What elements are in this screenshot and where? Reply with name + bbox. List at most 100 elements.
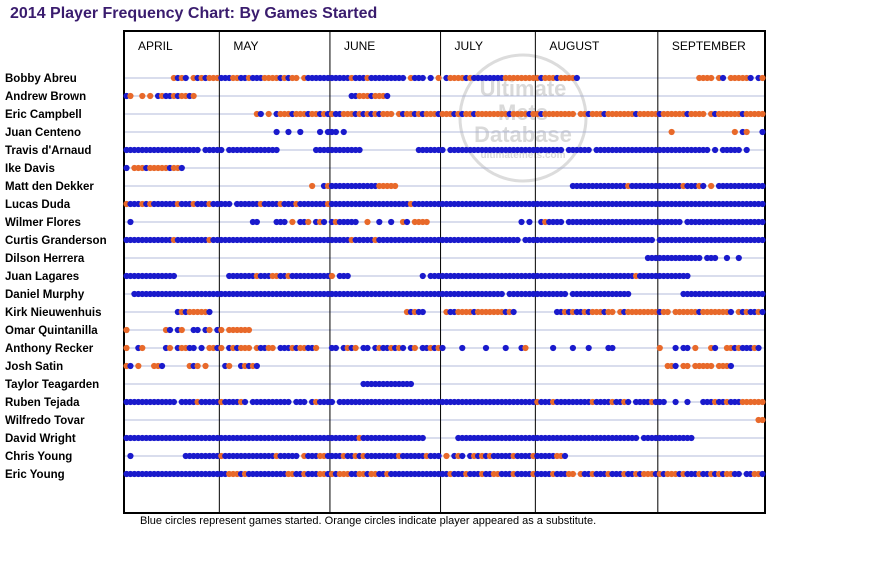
start-dot bbox=[439, 344, 446, 352]
start-dot bbox=[332, 128, 339, 136]
start-dot bbox=[557, 146, 565, 154]
start-dot bbox=[684, 272, 691, 280]
substitute-dot bbox=[147, 92, 154, 100]
start-dot bbox=[672, 398, 679, 406]
watermark-logo: UltimateMetsDatabaseultimatemets.com bbox=[458, 53, 588, 183]
start-dot bbox=[419, 272, 426, 280]
start-dot bbox=[712, 344, 719, 352]
player-label: Lucas Duda bbox=[5, 199, 71, 211]
start-dot bbox=[759, 182, 766, 190]
substitute-dot bbox=[293, 74, 300, 82]
start-dot bbox=[419, 74, 426, 82]
player-label: Ruben Tejada bbox=[5, 397, 80, 409]
substitute-dot bbox=[708, 182, 715, 190]
start-dot bbox=[759, 128, 766, 136]
start-dot bbox=[407, 380, 415, 388]
player-label: Curtis Granderson bbox=[5, 235, 107, 247]
start-dot bbox=[419, 434, 426, 442]
start-dot bbox=[182, 74, 189, 82]
start-dot bbox=[316, 128, 324, 136]
start-dot bbox=[759, 236, 766, 244]
start-dot bbox=[253, 218, 260, 226]
start-dot bbox=[273, 128, 280, 136]
start-dot bbox=[352, 218, 359, 226]
chart-title: 2014 Player Frequency Chart: By Games St… bbox=[10, 5, 378, 22]
start-dot bbox=[158, 362, 166, 370]
substitute-dot bbox=[190, 92, 197, 100]
player-label: Daniel Murphy bbox=[5, 289, 85, 301]
start-dot bbox=[672, 362, 679, 370]
start-dot bbox=[684, 344, 691, 352]
plot-frame bbox=[123, 30, 766, 514]
start-dot bbox=[123, 164, 130, 172]
start-dot bbox=[320, 218, 328, 226]
start-dot bbox=[206, 308, 213, 316]
start-dot bbox=[293, 452, 300, 460]
start-dot bbox=[190, 344, 197, 352]
substitute-dot bbox=[218, 344, 225, 352]
start-dot bbox=[127, 452, 134, 460]
start-dot bbox=[297, 128, 304, 136]
start-dot bbox=[676, 218, 683, 226]
substitute-dot bbox=[328, 272, 336, 280]
start-dot bbox=[332, 344, 339, 352]
substitute-dot bbox=[139, 92, 146, 100]
player-label: Juan Centeno bbox=[5, 127, 81, 139]
start-dot bbox=[399, 344, 407, 352]
start-dot bbox=[257, 110, 264, 118]
start-dot bbox=[672, 344, 679, 352]
start-dot bbox=[356, 146, 363, 154]
start-dot bbox=[194, 326, 201, 334]
start-dot bbox=[585, 344, 592, 352]
month-label: APRIL bbox=[138, 39, 173, 53]
start-dot bbox=[301, 398, 308, 406]
month-dividers bbox=[218, 31, 659, 513]
substitute-dot bbox=[759, 416, 766, 424]
start-dot bbox=[364, 344, 371, 352]
start-dot bbox=[198, 344, 205, 352]
start-dot bbox=[727, 362, 735, 370]
substitute-dot bbox=[194, 362, 201, 370]
start-dot bbox=[178, 164, 185, 172]
player-label: Wilfredo Tovar bbox=[5, 415, 85, 427]
substitute-dot bbox=[443, 452, 450, 460]
substitute-dot bbox=[708, 74, 715, 82]
start-dot bbox=[747, 74, 754, 82]
start-dot bbox=[127, 362, 134, 370]
start-dot bbox=[388, 218, 395, 226]
player-label: Chris Young bbox=[5, 451, 72, 463]
start-dot bbox=[419, 308, 426, 316]
start-dot bbox=[759, 308, 766, 316]
start-dot bbox=[550, 344, 557, 352]
substitute-dot bbox=[139, 344, 146, 352]
start-dot bbox=[241, 398, 249, 406]
start-dot bbox=[743, 146, 750, 154]
substitute-dot bbox=[178, 326, 185, 334]
start-dot bbox=[226, 200, 233, 208]
substitute-dot bbox=[692, 344, 699, 352]
start-dot bbox=[340, 128, 347, 136]
start-dot bbox=[561, 290, 569, 298]
substitute-dot bbox=[700, 110, 707, 118]
start-dot bbox=[735, 146, 742, 154]
month-label: JUNE bbox=[344, 39, 375, 53]
watermark-ring bbox=[458, 53, 588, 183]
substitute-dot bbox=[388, 110, 395, 118]
start-dot bbox=[170, 272, 177, 280]
substitute-dot bbox=[305, 218, 312, 226]
start-dot bbox=[427, 74, 434, 82]
start-dot bbox=[573, 74, 580, 82]
player-labels: Bobby Abreu Andrew Brown Eric Campbell Juan… bbox=[5, 73, 107, 481]
start-dot bbox=[510, 308, 517, 316]
start-dot bbox=[399, 74, 407, 82]
start-dot bbox=[439, 146, 446, 154]
substitute-dot bbox=[245, 326, 253, 334]
substitute-dot bbox=[135, 362, 142, 370]
start-dot bbox=[688, 434, 695, 442]
month-labels: APRIL MAY JUNE JULY AUGUST SEPTEMBER bbox=[138, 39, 746, 53]
start-dot bbox=[712, 254, 719, 262]
start-dot bbox=[498, 290, 505, 298]
start-dot bbox=[723, 254, 731, 262]
player-label: Taylor Teagarden bbox=[5, 379, 99, 391]
